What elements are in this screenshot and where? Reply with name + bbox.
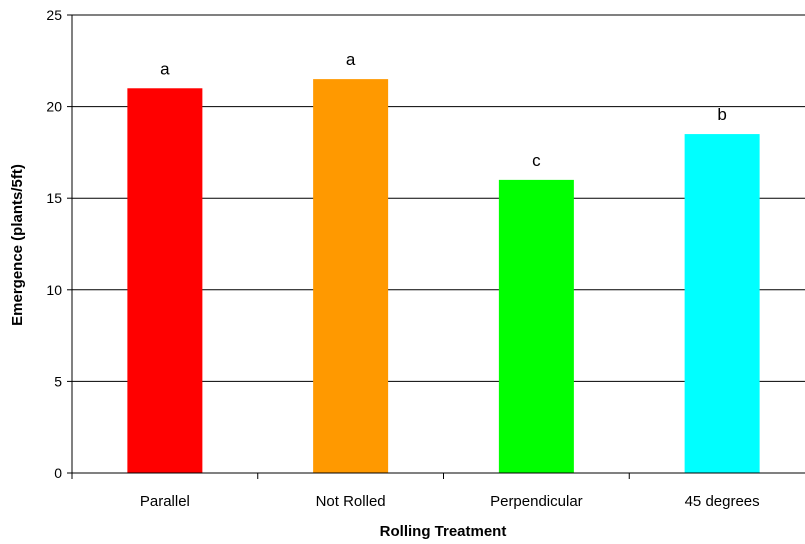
y-ticks: 0 5 10 15 20 25 — [46, 7, 72, 481]
data-labels: a a c b — [160, 50, 727, 170]
y-tick-label: 0 — [54, 465, 62, 481]
y-tick-label: 25 — [46, 7, 62, 23]
bar-perpendicular — [498, 179, 574, 473]
bars — [127, 79, 760, 474]
y-tick-label: 15 — [46, 190, 62, 206]
x-tick-label: Perpendicular — [490, 493, 583, 510]
y-tick-label: 10 — [46, 282, 62, 298]
bar-parallel — [127, 88, 203, 473]
y-tick-label: 5 — [54, 373, 62, 389]
x-tick-label: 45 degrees — [685, 493, 760, 510]
significance-letter: c — [532, 151, 541, 170]
y-axis-title: Emergence (plants/5ft) — [9, 164, 26, 326]
x-ticks: Parallel Not Rolled Perpendicular 45 degree… — [71, 473, 760, 510]
x-tick-label: Parallel — [140, 493, 190, 510]
x-tick-label: Not Rolled — [316, 493, 386, 510]
x-axis-title: Rolling Treatment — [380, 523, 507, 540]
significance-letter: a — [346, 50, 356, 69]
significance-letter: a — [160, 59, 170, 78]
bar-45-degrees — [684, 134, 760, 473]
bar-not-rolled — [313, 79, 389, 474]
significance-letter: b — [717, 105, 726, 124]
y-tick-label: 20 — [46, 99, 62, 115]
